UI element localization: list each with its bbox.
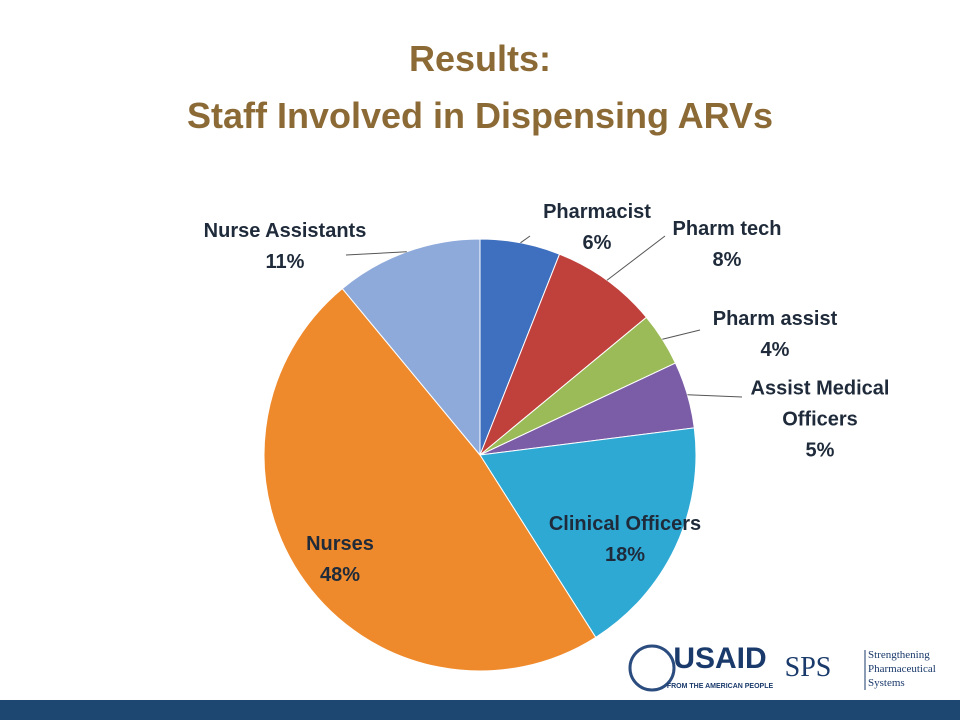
slice-label: Nurses 48% <box>235 529 445 591</box>
footer-bar <box>0 700 960 720</box>
slice-label: Pharm assist 4% <box>670 304 880 366</box>
leader-line <box>606 235 666 281</box>
leader-line <box>662 329 701 340</box>
sps-name-box: Strengthening Pharmaceutical Systems <box>868 649 936 689</box>
slice-label: Assist Medical Officers 5% <box>715 374 925 467</box>
sps-name: Strengthening Pharmaceutical Systems <box>868 649 936 689</box>
value-label: 48% <box>319 564 361 586</box>
pie-slice <box>479 427 697 639</box>
pie-slice <box>263 287 597 672</box>
chart-title: Results: <box>408 38 552 79</box>
value-label: 8% <box>712 249 742 271</box>
leader-line <box>687 394 743 398</box>
value-label: 4% <box>760 339 790 361</box>
slice-label: Nurse Assistants 11% <box>180 216 390 278</box>
usaid-seal <box>628 644 676 692</box>
slice-label: Pharmacist 6% <box>492 197 702 259</box>
sps-logo: SPS <box>785 652 832 683</box>
leader-line <box>345 251 407 256</box>
pie-slice <box>341 238 481 457</box>
leader-line <box>520 235 531 244</box>
slice-label: Clinical Officers 18% <box>520 509 730 571</box>
value-label: 6% <box>582 232 612 254</box>
usaid-logo: USAID <box>673 642 766 675</box>
value-label: 11% <box>265 251 305 273</box>
value-label: 18% <box>604 544 646 566</box>
usaid-tagline: FROM THE AMERICAN PEOPLE <box>667 683 774 690</box>
category-label: Clinical Officers <box>548 513 702 535</box>
pie-slice <box>479 253 648 456</box>
value-label: 5% <box>805 439 835 462</box>
slice-label: Pharm tech 8% <box>622 214 832 276</box>
category-label: Nurses <box>306 533 374 555</box>
category-label: Pharmacist <box>543 201 651 223</box>
chart-subtitle: Staff Involved in Dispensing ARVs <box>186 95 774 136</box>
category-label: Pharm tech <box>672 218 782 240</box>
category-label: Nurse Assistants <box>203 220 367 242</box>
category-label: Assist Medical Officers <box>750 377 890 431</box>
category-label: Pharm assist <box>712 308 838 330</box>
